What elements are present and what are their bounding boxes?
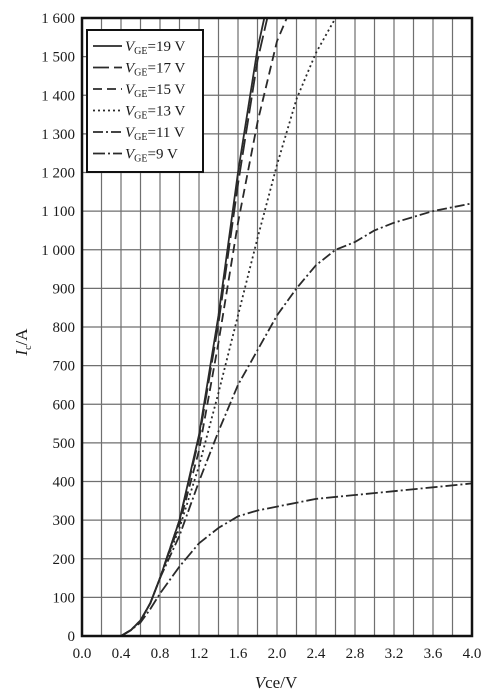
legend: VGE=19 V VGE=17 V VGE=15 V VGE=13 V VGE=11 V… bbox=[86, 29, 204, 173]
y-tick-label: 1 300 bbox=[41, 127, 75, 143]
y-tick-label: 1 200 bbox=[41, 166, 75, 182]
plot-frame bbox=[80, 16, 474, 638]
x-tick-label: 1.6 bbox=[229, 646, 248, 662]
y-tick-label: 800 bbox=[53, 320, 76, 336]
y-tick-label: 900 bbox=[53, 281, 76, 297]
y-tick-label: 500 bbox=[53, 436, 76, 452]
x-tick-label: 2.0 bbox=[268, 646, 287, 662]
y-tick-label: 1 400 bbox=[41, 88, 75, 104]
y-tick-label: 400 bbox=[53, 475, 76, 491]
x-tick-label: 1.2 bbox=[190, 646, 209, 662]
x-tick-label: 0.4 bbox=[112, 646, 131, 662]
y-tick-label: 1 500 bbox=[41, 50, 75, 66]
legend-label: VGE=17 V bbox=[125, 61, 185, 79]
x-tick-label: 3.6 bbox=[424, 646, 443, 662]
y-tick-label: 200 bbox=[53, 552, 76, 568]
legend-label: VGE=15 V bbox=[125, 82, 185, 100]
series-line-17v bbox=[120, 17, 269, 637]
y-tick-label: 100 bbox=[53, 590, 76, 606]
series-line-11v bbox=[120, 202, 473, 637]
x-tick-label: 0.0 bbox=[73, 646, 92, 662]
series-line-9v bbox=[120, 482, 473, 637]
series-lines bbox=[120, 17, 473, 637]
y-tick-label: 700 bbox=[53, 359, 76, 375]
legend-label: VGE=9 V bbox=[125, 147, 178, 165]
x-tick-label: 2.4 bbox=[307, 646, 326, 662]
legend-box bbox=[86, 29, 204, 173]
legend-label: VGE=13 V bbox=[125, 104, 185, 122]
y-tick-labels: 0 100 200 300 400 500 600 700 800 900 1 000 1 100 1 … bbox=[41, 11, 75, 645]
x-tick-label: 4.0 bbox=[463, 646, 482, 662]
legend-label: VGE=19 V bbox=[125, 39, 185, 57]
legend-label: VGE=11 V bbox=[125, 125, 185, 143]
y-axis-label: Ic/A bbox=[12, 328, 34, 357]
x-axis-label: Vce/V bbox=[255, 673, 298, 692]
x-tick-label: 0.8 bbox=[151, 646, 170, 662]
x-tick-label: 3.2 bbox=[385, 646, 404, 662]
x-tick-label: 2.8 bbox=[346, 646, 365, 662]
x-tick-labels: 0.0 0.4 0.8 1.2 1.6 2.0 2.4 2.8 3.2 3.6 4.0 bbox=[73, 646, 482, 662]
y-tick-label: 600 bbox=[53, 397, 76, 413]
y-tick-label: 1 000 bbox=[41, 243, 75, 259]
y-tick-label: 300 bbox=[53, 513, 76, 529]
y-tick-label: 1 100 bbox=[41, 204, 75, 220]
y-tick-label: 1 600 bbox=[41, 11, 75, 27]
y-tick-label: 0 bbox=[68, 629, 76, 645]
